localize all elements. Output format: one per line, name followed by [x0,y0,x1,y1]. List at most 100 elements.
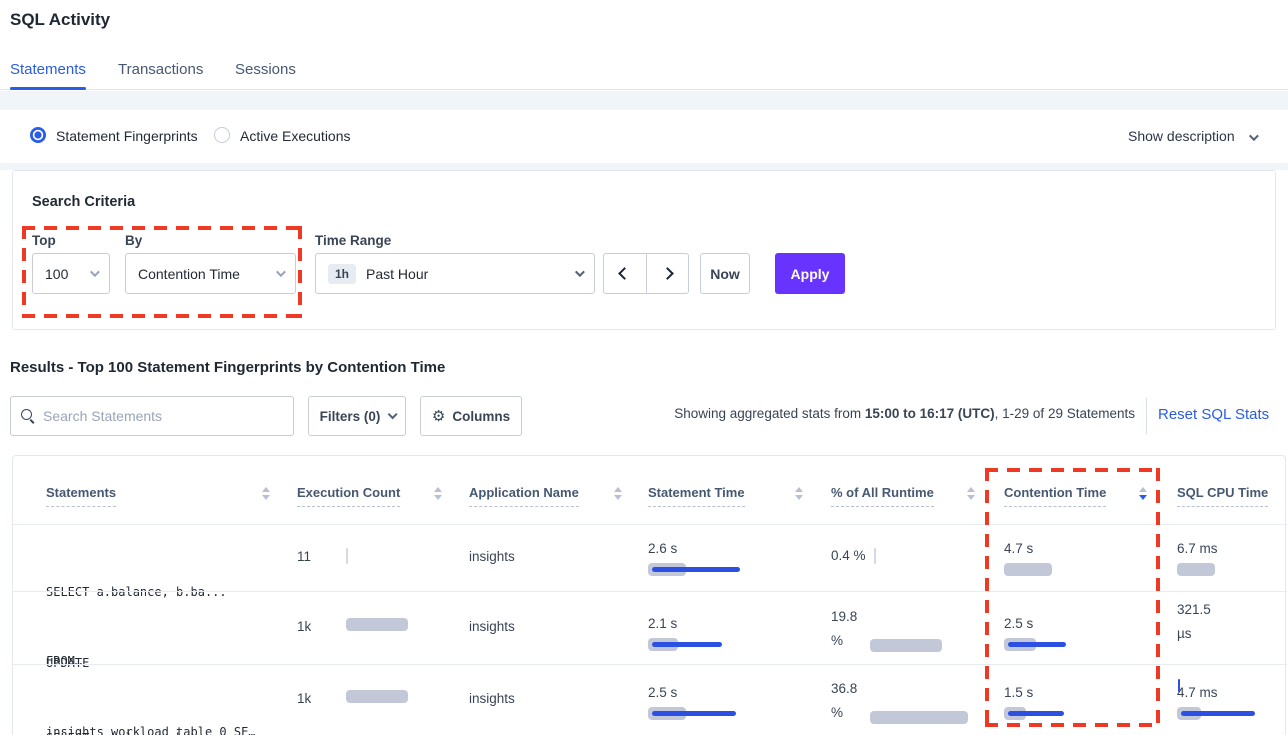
application-name-value: insights [469,619,515,634]
time-prev-button[interactable] [604,254,646,293]
sort-icon[interactable] [262,487,270,500]
search-criteria-card [12,170,1276,330]
statement-time-cell: 2.5 s [648,685,736,721]
statement-fingerprint-link[interactable]: SELECT a.balance, b.ba... FROM… [46,681,227,735]
application-name-value: insights [469,549,515,564]
column-header-statements[interactable]: Statements [46,485,117,507]
sort-icon[interactable] [967,487,975,500]
contention-time-bar [1004,563,1052,577]
statement-time-bar [648,563,740,577]
top-select[interactable]: 100 [32,253,110,294]
radio-active-executions[interactable] [214,127,230,143]
radio-label-statement-fingerprints[interactable]: Statement Fingerprints [56,128,198,144]
contention-time-bar [1004,638,1066,652]
filters-button-label: Filters (0) [319,408,381,424]
sort-icon[interactable] [614,487,622,500]
column-header-runtime[interactable]: % of All Runtime [831,485,934,507]
annotation-box-top-by-edge [22,314,302,318]
stats-prefix: Showing aggregated stats from [674,406,865,421]
reset-sql-stats-link[interactable]: Reset SQL Stats [1158,406,1270,423]
statement-time-value: 2.6 s [648,541,678,556]
radio-label-active-executions[interactable]: Active Executions [240,128,351,144]
time-nav-group [603,253,689,294]
column-header-application-name[interactable]: Application Name [469,485,579,507]
sort-icon[interactable] [434,487,442,500]
sort-icon-active-desc[interactable] [1139,487,1147,500]
execution-count-value: 1k [297,691,312,706]
search-icon [21,409,35,423]
sql-cpu-time-bar [1178,677,1288,693]
sort-icon[interactable] [795,487,803,500]
sql-cpu-time-value: 4.7 ms [1177,685,1218,700]
table-row[interactable]: UPDATE insights_workload_table_0 SE… 1k … [13,591,1288,735]
statement-time-value: 2.1 s [648,616,678,631]
time-range-select[interactable]: 1h Past Hour [315,253,595,294]
annotation-box-contention-edge [985,468,989,727]
column-header-sql-cpu-time[interactable]: SQL CPU Time [1177,485,1269,507]
execution-count-value: 11 [297,549,312,564]
table-row[interactable]: SELECT a.balance, b.ba... FROM… 1k insig… [13,664,1287,735]
runtime-bar [870,711,1288,725]
column-header-statement-time[interactable]: Statement Time [648,485,745,507]
now-button[interactable]: Now [700,253,750,294]
annotation-box-contention-edge [985,468,1160,472]
table-row[interactable]: SELECT a.balance, b.ba... FROM… 11 insig… [13,524,1288,668]
chevron-down-icon [275,267,286,278]
chevron-right-icon [660,267,674,280]
sql-cpu-time-value: 6.7 ms [1177,541,1218,556]
contention-time-cell: 4.7 s [1004,541,1052,577]
columns-button[interactable]: ⚙ Columns [420,396,522,436]
aggregated-stats-text: Showing aggregated stats from 15:00 to 1… [600,406,1135,421]
show-description-toggle[interactable]: Show description [1128,128,1259,144]
tab-transactions[interactable]: Transactions [118,61,204,78]
search-statements-input[interactable] [43,408,283,424]
column-header-execution-count[interactable]: Execution Count [297,485,401,507]
application-name-value: insights [469,691,515,706]
by-select[interactable]: Contention Time [125,253,296,294]
sql-cpu-time-cell: 6.7 ms [1177,541,1218,577]
statement-line1: UPDATE [46,656,90,670]
apply-button[interactable]: Apply [775,253,845,294]
contention-time-cell: 2.5 s [1004,616,1066,652]
annotation-box-contention-edge [1156,468,1160,727]
section-gap [0,163,1288,170]
time-range-value: Past Hour [366,265,429,282]
by-label: By [125,233,143,248]
runtime-value: 36.8 % [831,681,858,720]
time-range-badge: 1h [328,263,357,284]
filters-button[interactable]: Filters (0) [308,396,406,436]
time-next-button[interactable] [645,254,689,293]
statement-time-bar [648,638,722,652]
search-criteria-title: Search Criteria [32,194,136,210]
radio-statement-fingerprints[interactable] [30,127,46,143]
sql-cpu-time-bar [1177,707,1255,721]
statement-line2: insights_workload_table_0 SE… [46,725,256,735]
by-select-value: Contention Time [138,265,240,282]
tabs-divider [0,89,1288,90]
execution-count-bar [346,547,1288,564]
statement-line1: SELECT a.balance, b.ba... [46,727,227,735]
chevron-left-icon [618,267,632,280]
chevron-down-icon [574,267,585,278]
chevron-down-icon [388,408,398,419]
tab-sessions[interactable]: Sessions [235,61,296,78]
show-description-label: Show description [1128,128,1235,144]
statement-time-value: 2.5 s [648,685,678,700]
contention-time-cell: 1.5 s [1004,685,1064,721]
search-statements-box [10,396,294,436]
stats-suffix: , 1-29 of 29 Statements [994,406,1135,421]
execution-count-bar [346,618,1288,632]
statements-table: Statements Execution Count Application N… [12,455,1288,735]
top-label: Top [32,233,56,248]
statement-line1: SELECT a.balance, b.ba... [46,585,227,599]
section-gap [0,91,1288,110]
runtime-cell: 0.4 % [831,547,876,564]
contention-time-value: 4.7 s [1004,541,1034,556]
execution-count-value: 1k [297,619,312,634]
column-header-contention-time[interactable]: Contention Time [1004,485,1107,507]
statement-fingerprint-link[interactable]: UPDATE insights_workload_table_0 SE… [46,606,256,735]
runtime-bar [870,639,1288,653]
tab-statements[interactable]: Statements [10,61,86,78]
annotation-box-top-by-edge [22,226,302,230]
